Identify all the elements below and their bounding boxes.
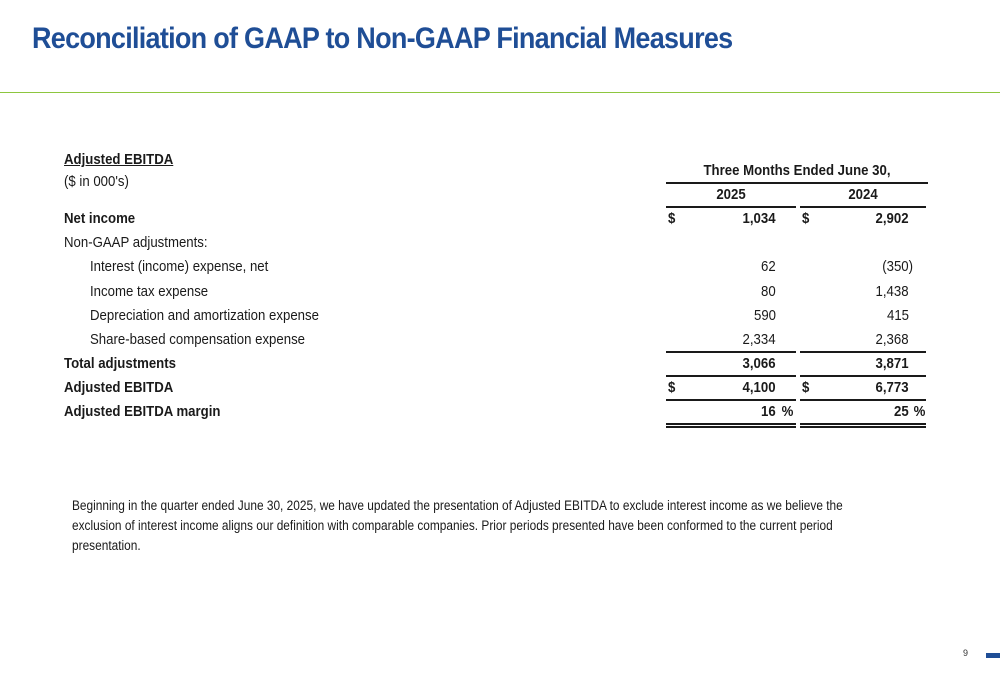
value-net-income-2025: 1,034 bbox=[742, 210, 776, 227]
table-heading: Adjusted EBITDA bbox=[64, 151, 174, 168]
value-depreciation-2025: 590 bbox=[753, 307, 776, 324]
value-adjusted-ebitda-2024: 6,773 bbox=[875, 379, 909, 396]
margin-rule-2025-b bbox=[666, 426, 796, 428]
row-label-interest: Interest (income) expense, net bbox=[90, 258, 269, 275]
year-rule-2025 bbox=[666, 206, 796, 208]
page-title: Reconciliation of GAAP to Non-GAAP Finan… bbox=[32, 22, 733, 55]
currency-symbol: $ bbox=[802, 379, 810, 396]
row-label-adjusted-ebitda: Adjusted EBITDA bbox=[64, 379, 174, 396]
margin-rule-2025-a bbox=[666, 423, 796, 425]
row-label-net-income: Net income bbox=[64, 210, 136, 227]
value-interest-2024: (350) bbox=[882, 258, 913, 275]
ebitda-rule-2025 bbox=[666, 399, 796, 401]
footnote: Beginning in the quarter ended June 30, … bbox=[72, 498, 843, 553]
subtotal-rule-2024 bbox=[800, 351, 926, 353]
margin-rule-2024-b bbox=[800, 426, 926, 428]
percent-symbol-2024: % bbox=[913, 403, 925, 420]
row-label-adjustments: Non-GAAP adjustments: bbox=[64, 234, 208, 251]
currency-symbol: $ bbox=[668, 210, 676, 227]
year-rule-2024 bbox=[800, 206, 926, 208]
total-rule-2024 bbox=[800, 375, 926, 377]
page-accent-mark bbox=[986, 653, 1000, 658]
currency-symbol: $ bbox=[668, 379, 676, 396]
value-share-based-2024: 2,368 bbox=[875, 331, 909, 348]
page-number: 9 bbox=[963, 648, 969, 658]
value-income-tax-2025: 80 bbox=[761, 283, 776, 300]
value-income-tax-2024: 1,438 bbox=[875, 283, 909, 300]
percent-symbol-2025: % bbox=[781, 403, 793, 420]
table-units: ($ in 000's) bbox=[64, 173, 129, 190]
row-label-total-adjustments: Total adjustments bbox=[64, 355, 176, 372]
row-label-depreciation: Depreciation and amortization expense bbox=[90, 307, 319, 324]
period-header-rule bbox=[666, 182, 928, 184]
value-net-income-2024: 2,902 bbox=[875, 210, 909, 227]
row-label-margin: Adjusted EBITDA margin bbox=[64, 403, 221, 420]
margin-rule-2024-a bbox=[800, 423, 926, 425]
year-header-2024: 2024 bbox=[848, 186, 878, 203]
title-divider bbox=[0, 92, 1000, 93]
value-depreciation-2024: 415 bbox=[886, 307, 909, 324]
value-margin-2024: 25 bbox=[894, 403, 909, 420]
value-total-adjustments-2024: 3,871 bbox=[875, 355, 909, 372]
value-total-adjustments-2025: 3,066 bbox=[742, 355, 776, 372]
subtotal-rule-2025 bbox=[666, 351, 796, 353]
row-label-share-based: Share-based compensation expense bbox=[90, 331, 306, 348]
currency-symbol: $ bbox=[802, 210, 810, 227]
total-rule-2025 bbox=[666, 375, 796, 377]
value-adjusted-ebitda-2025: 4,100 bbox=[742, 379, 776, 396]
value-margin-2025: 16 bbox=[761, 403, 776, 420]
row-label-income-tax: Income tax expense bbox=[90, 283, 209, 300]
value-interest-2025: 62 bbox=[761, 258, 776, 275]
ebitda-rule-2024 bbox=[800, 399, 926, 401]
period-header: Three Months Ended June 30, bbox=[703, 162, 891, 179]
year-header-2025: 2025 bbox=[716, 186, 746, 203]
value-share-based-2025: 2,334 bbox=[742, 331, 776, 348]
